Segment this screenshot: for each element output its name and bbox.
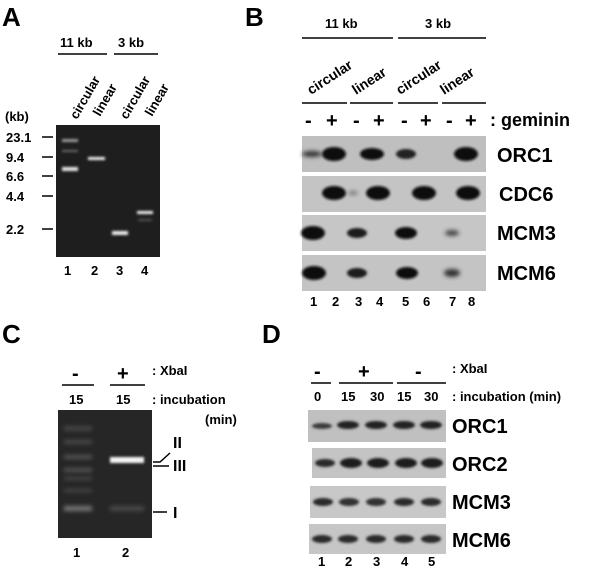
panel-letter-c: C — [2, 319, 21, 349]
sign-minus: - — [305, 110, 312, 132]
lane-number: 8 — [468, 294, 475, 309]
lane-number: 5 — [428, 554, 435, 569]
sign-minus: - — [415, 361, 422, 383]
blot-label-mcm6: MCM6 — [452, 530, 511, 552]
blot-bands-b — [301, 147, 480, 280]
sign-minus: - — [401, 110, 408, 132]
sign-minus: - — [446, 110, 453, 132]
group-label-3kb: 3 kb — [118, 35, 144, 50]
form-pointers — [153, 452, 171, 513]
panel-letter-d: D — [262, 319, 281, 349]
incubation-value: 30 — [424, 389, 438, 404]
lane-number: 3 — [373, 554, 380, 569]
geminin-signs: - + - + - + - + — [305, 110, 477, 132]
lane-number: 1 — [64, 263, 71, 278]
incubation-value: 15 — [116, 392, 130, 407]
lane-number: 7 — [449, 294, 456, 309]
sign-minus: - — [72, 363, 79, 385]
incubation-value: 15 — [397, 389, 411, 404]
form-label-iii: III — [173, 458, 186, 475]
blot-label-orc1: ORC1 — [497, 145, 553, 167]
blot-label-orc1: ORC1 — [452, 416, 508, 438]
xbai-label: : XbaI — [152, 363, 187, 378]
lane-number: 3 — [355, 294, 362, 309]
panel-d: D - + - : XbaI 0 15 30 15 30 : incubatio… — [262, 319, 561, 569]
blot-bands-d — [312, 421, 443, 543]
size-marker: 4.4 — [6, 189, 25, 204]
lane-number: 4 — [141, 263, 149, 278]
blot-label-mcm6: MCM6 — [497, 263, 556, 285]
sign-plus: + — [373, 110, 385, 132]
panel-b: B 11 kb 3 kb circular linear circular li… — [245, 2, 570, 309]
lane-header-circular: circular — [393, 56, 445, 97]
lane-number: 2 — [91, 263, 98, 278]
marker-ticks — [42, 136, 53, 230]
lane-header-linear: linear — [349, 63, 390, 97]
group-label-11kb: 11 kb — [325, 16, 358, 31]
incubation-label: : incubation (min) — [452, 389, 561, 404]
size-marker: 2.2 — [6, 222, 24, 237]
lane-number: 6 — [423, 294, 430, 309]
agarose-gel — [58, 410, 152, 538]
form-label-ii: II — [173, 435, 182, 452]
sign-minus: - — [314, 361, 321, 383]
incubation-value: 15 — [341, 389, 355, 404]
gel-bands — [62, 139, 153, 235]
incubation-value: 30 — [370, 389, 384, 404]
size-marker: 6.6 — [6, 169, 24, 184]
sign-plus: + — [358, 361, 370, 383]
lane-number: 4 — [401, 554, 409, 569]
size-marker: 9.4 — [6, 150, 25, 165]
blot-label-mcm3: MCM3 — [452, 492, 511, 514]
group-label-11kb: 11 kb — [60, 35, 93, 50]
sign-minus: - — [353, 110, 360, 132]
lane-number: 3 — [116, 263, 123, 278]
min-label: (min) — [205, 412, 237, 427]
form-label-i: I — [173, 505, 177, 522]
size-marker: 23.1 — [6, 130, 31, 145]
panel-c: C - + : XbaI 15 15 : incubation (min) II… — [2, 319, 237, 560]
panel-a: A 11 kb 3 kb circular linear circular li… — [2, 2, 172, 278]
group-label-3kb: 3 kb — [425, 16, 451, 31]
panel-letter-b: B — [245, 2, 264, 32]
lane-number: 2 — [122, 545, 129, 560]
lane-header-circular: circular — [304, 56, 356, 97]
incubation-value: 0 — [314, 389, 321, 404]
gel-bands-c — [64, 426, 144, 511]
lane-number: 5 — [402, 294, 409, 309]
lane-number: 2 — [345, 554, 352, 569]
blot-label-mcm3: MCM3 — [497, 223, 556, 245]
lane-number: 4 — [376, 294, 384, 309]
agarose-gel — [56, 125, 160, 257]
sign-plus: + — [117, 363, 129, 385]
panel-letter-a: A — [2, 2, 21, 32]
lane-number: 1 — [310, 294, 317, 309]
xbai-label: : XbaI — [452, 361, 487, 376]
sign-plus: + — [420, 110, 432, 132]
blot-label-orc2: ORC2 — [452, 454, 508, 476]
lane-number: 1 — [318, 554, 325, 569]
incubation-label: : incubation — [152, 392, 226, 407]
geminin-label: : geminin — [490, 110, 570, 130]
incubation-value: 15 — [69, 392, 83, 407]
blot-label-cdc6: CDC6 — [499, 184, 553, 206]
lane-number: 2 — [332, 294, 339, 309]
size-unit-label: (kb) — [5, 109, 29, 124]
lane-number: 1 — [73, 545, 80, 560]
sign-plus: + — [326, 110, 338, 132]
sign-plus: + — [465, 110, 477, 132]
